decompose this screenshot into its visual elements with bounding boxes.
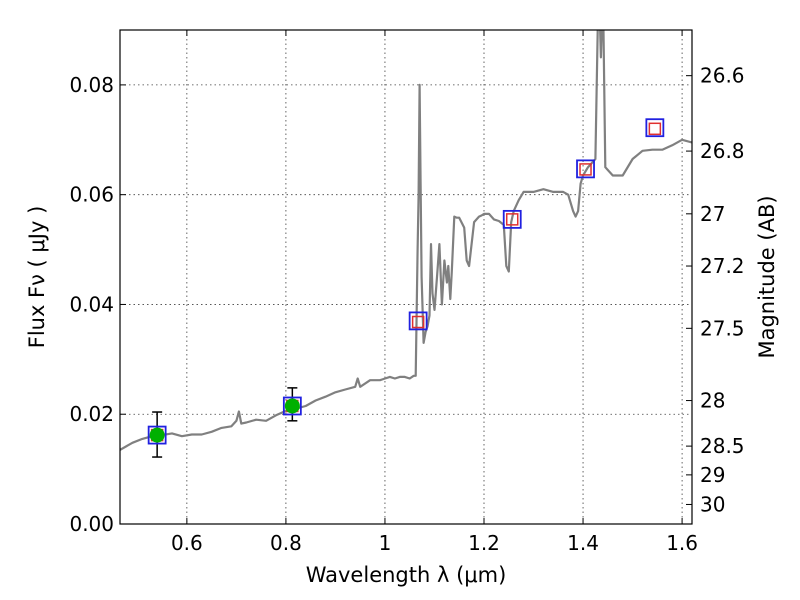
right-tick-label: 27.2 — [700, 254, 745, 278]
x-tick-label: 1 — [379, 531, 392, 555]
observed-band-marker — [645, 118, 665, 138]
photometry-markers — [147, 118, 665, 458]
y-axis-title: Flux Fν ( μJy ) — [25, 206, 49, 349]
plot-frame — [119, 29, 693, 525]
right-tick-label: 26.6 — [700, 64, 745, 88]
y-axis-ticks: 0.00 0.02 0.04 0.06 0.08 — [69, 73, 126, 536]
right-tick-label: 28 — [700, 389, 725, 413]
grid-lines — [120, 30, 692, 524]
x-axis-ticks: 0.6 0.8 1 1.2 1.4 1.6 — [171, 30, 698, 555]
observed-band-marker — [408, 311, 428, 331]
right-tick-label: 26.8 — [700, 139, 745, 163]
model-spectrum-line — [120, 30, 692, 451]
x-tick-label: 0.6 — [171, 531, 203, 555]
right-tick-label: 27.5 — [700, 316, 745, 340]
y-tick-label: 0.00 — [69, 512, 114, 536]
observed-band-marker — [502, 209, 522, 229]
x-axis-title: Wavelength λ (μm) — [306, 563, 507, 587]
observed-band-marker — [282, 396, 302, 416]
right-tick-label: 28.5 — [700, 434, 745, 458]
model-photometry-marker — [648, 122, 662, 136]
model-photometry-marker — [505, 213, 519, 226]
right-axis-ticks: 26.6 26.8 27 27.2 27.5 28 28.5 29 30 — [686, 64, 745, 516]
y-tick-label: 0.04 — [69, 292, 114, 316]
right-tick-label: 29 — [700, 463, 725, 487]
x-tick-label: 1.4 — [567, 531, 599, 555]
detection-marker — [284, 398, 300, 414]
model-photometry-marker — [411, 315, 425, 329]
y-tick-label: 0.02 — [69, 402, 114, 426]
right-tick-label: 27 — [700, 202, 725, 226]
observed-band-marker — [147, 425, 167, 445]
y-tick-label: 0.08 — [69, 73, 114, 97]
plot-series — [120, 30, 692, 451]
x-tick-label: 1.6 — [666, 531, 698, 555]
detection-marker — [149, 427, 165, 443]
x-tick-label: 1.2 — [468, 531, 500, 555]
observed-band-marker — [576, 159, 595, 179]
y-tick-label: 0.06 — [69, 183, 114, 207]
x-tick-label: 0.8 — [270, 531, 302, 555]
right-axis-title: Magnitude (AB) — [755, 195, 779, 358]
model-photometry-marker — [579, 163, 592, 176]
right-tick-label: 30 — [700, 492, 725, 516]
